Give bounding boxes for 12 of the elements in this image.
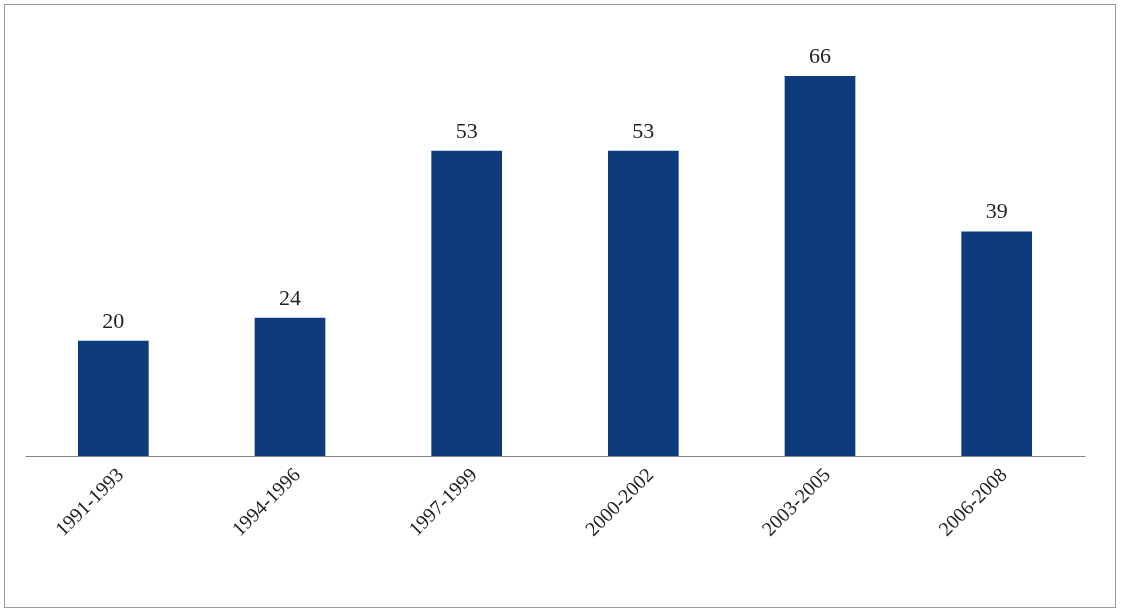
bar bbox=[78, 340, 149, 456]
data-label: 20 bbox=[102, 307, 125, 333]
bar bbox=[961, 231, 1032, 456]
data-label: 39 bbox=[985, 198, 1008, 224]
data-label: 53 bbox=[455, 117, 478, 143]
bar bbox=[608, 150, 679, 456]
bar bbox=[784, 76, 856, 456]
data-label: 24 bbox=[279, 284, 301, 310]
bar bbox=[254, 317, 326, 456]
data-label: 66 bbox=[809, 43, 831, 68]
bar bbox=[431, 150, 502, 456]
data-label: 53 bbox=[632, 117, 655, 143]
